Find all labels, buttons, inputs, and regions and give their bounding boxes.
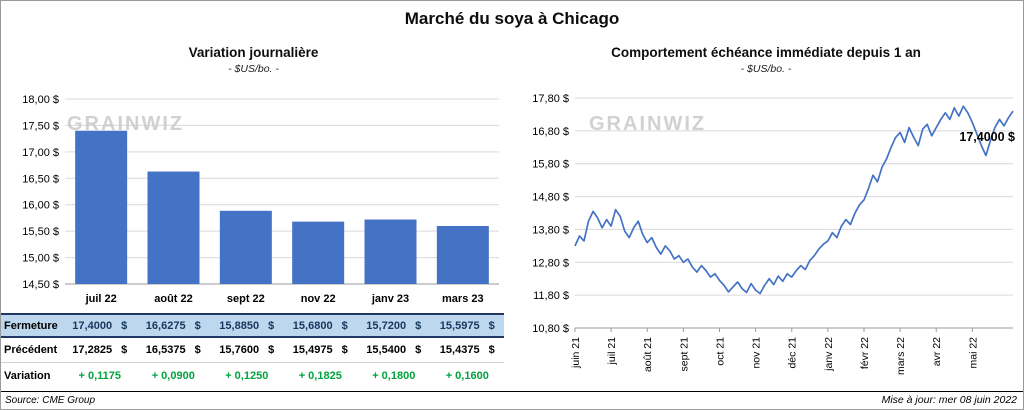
price-table: Fermeture 17,4000 $ 16,6275 $ 15,8850 $ 15,6800…: [1, 313, 504, 388]
bar-chart-subtitle: - $US/bo. -: [228, 63, 279, 75]
y-tick-label: 10,80 $: [532, 323, 569, 335]
y-tick-label: 13,80 $: [532, 224, 569, 236]
table-cell: 17,2825 $: [72, 344, 128, 356]
table-row: Fermeture 17,4000 $ 16,6275 $ 15,8850 $ 15,6800…: [1, 313, 504, 338]
table-cell: 15,4375 $: [439, 344, 495, 356]
table-cell: 15,5400 $: [366, 344, 422, 356]
x-tick-label: sept 21: [678, 337, 690, 372]
y-tick-label: 16,50 $: [22, 173, 59, 185]
y-tick-label: 17,80 $: [532, 93, 569, 105]
table-cell: + 0,0900: [151, 369, 195, 382]
x-tick-label: juin 21: [570, 337, 582, 369]
line-chart-subtitle: - $US/bo. -: [740, 63, 792, 75]
x-tick-label: nov 22: [301, 293, 336, 305]
source-note: Source: CME Group: [5, 395, 96, 406]
table-cell: 15,7200 $: [366, 319, 422, 332]
x-tick-label: janv 22: [823, 337, 835, 372]
y-tick-label: 14,50 $: [22, 279, 59, 291]
y-tick-label: 12,80 $: [532, 257, 569, 269]
y-tick-label: 14,80 $: [532, 192, 569, 204]
table-cell: 15,8850 $: [219, 319, 275, 332]
table-cell: + 0,1175: [78, 369, 122, 382]
x-tick-label: août 22: [154, 293, 193, 305]
table-row: Précédent 17,2825 $ 16,5375 $ 15,7600 $ 15,4975…: [1, 338, 504, 363]
x-tick-label: oct 21: [714, 337, 726, 366]
table-cell: + 0,1825: [298, 369, 342, 382]
y-tick-label: 16,00 $: [22, 200, 59, 212]
x-tick-label: nov 21: [751, 337, 763, 369]
y-tick-label: 15,50 $: [22, 226, 59, 238]
y-tick-label: 15,80 $: [532, 159, 569, 171]
y-tick-label: 11,80 $: [533, 290, 569, 302]
table-cell: 16,5375 $: [145, 344, 201, 356]
table-cell: 15,5975 $: [439, 319, 495, 332]
bar-chart-title: Variation journalière: [188, 45, 319, 60]
y-tick-label: 16,80 $: [532, 126, 569, 138]
table-cell: 15,6800 $: [292, 319, 348, 332]
bar: [75, 130, 128, 284]
line-chart: 10,80 $ 11,80 $ 12,80 $ 13,80 $ 14,80 $ 15,80…: [513, 81, 1021, 387]
y-tick-label: 17,50 $: [22, 120, 59, 132]
row-label: Fermeture: [4, 319, 58, 332]
footer-divider: [1, 391, 1023, 392]
x-tick-label: août 21: [642, 337, 654, 372]
x-tick-label: avr 22: [931, 337, 943, 366]
row-label: Précédent: [4, 344, 58, 356]
y-tick-label: 18,00 $: [22, 94, 59, 106]
x-tick-label: juil 22: [85, 293, 117, 305]
x-tick-label: juil 21: [606, 337, 618, 366]
table-cell: 15,4975 $: [292, 344, 348, 356]
table-row: Variation + 0,1175 + 0,0900 + 0,1250 + 0,182…: [1, 363, 504, 388]
updated-note: Mise à jour: mer 08 juin 2022: [881, 394, 1017, 406]
row-label: Variation: [4, 369, 51, 382]
line-chart-title: Comportement échéance immédiate depuis 1…: [611, 45, 921, 60]
x-tick-label: févr 22: [859, 337, 871, 369]
table-cell: 16,6275 $: [145, 319, 201, 332]
x-tick-label: janv 23: [371, 293, 409, 305]
bar-chart: 14,50 $ 15,00 $ 15,50 $ 16,00 $ 16,50 $ 17,00…: [5, 81, 503, 309]
table-cell: + 0,1800: [372, 369, 416, 382]
table-cell: 17,4000 $: [72, 319, 128, 332]
bar: [364, 219, 417, 284]
x-tick-label: déc 21: [787, 337, 799, 369]
x-tick-label: sept 22: [227, 293, 265, 305]
table-cell: + 0,1250: [225, 369, 269, 382]
y-tick-label: 17,00 $: [22, 147, 59, 159]
table-cell: + 0,1600: [445, 369, 489, 382]
bar-chart-svg: 14,50 $ 15,00 $ 15,50 $ 16,00 $ 16,50 $ 17,00…: [22, 94, 499, 305]
table-cell: 15,7600 $: [219, 344, 275, 356]
page-title: Marché du soya à Chicago: [404, 9, 620, 28]
y-tick-label: 15,00 $: [22, 253, 59, 265]
bar: [219, 210, 272, 284]
last-price-annotation: 17,4000 $: [959, 130, 1015, 144]
x-tick-label: mars 23: [442, 293, 484, 305]
x-tick-label: mai 22: [967, 337, 979, 369]
line-chart-svg: 10,80 $ 11,80 $ 12,80 $ 13,80 $ 14,80 $ 15,80…: [532, 93, 1015, 375]
bar: [292, 221, 345, 284]
bar: [436, 225, 489, 284]
price-line: [574, 105, 1014, 295]
bar: [147, 171, 200, 284]
x-tick-label: mars 22: [895, 337, 907, 375]
